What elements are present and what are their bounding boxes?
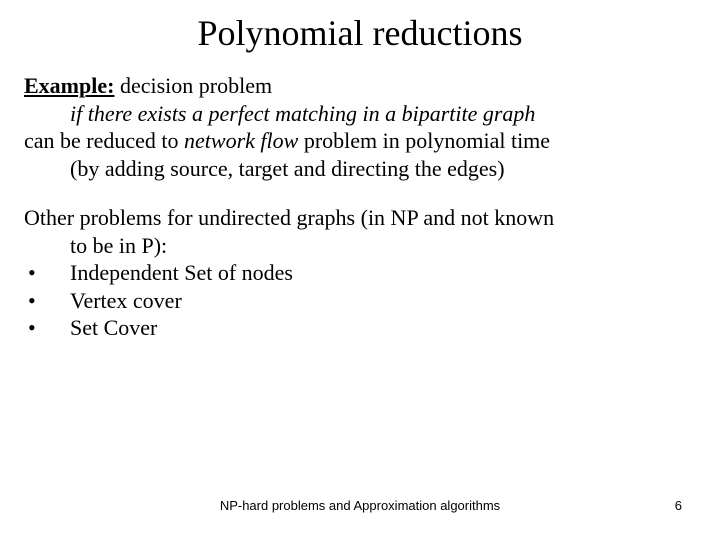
- bullet-icon: •: [24, 259, 70, 287]
- list-item: • Vertex cover: [24, 287, 696, 315]
- list-item-label: Independent Set of nodes: [70, 259, 696, 287]
- paragraph-example: Example: decision problem: [24, 72, 696, 100]
- line3-post: problem in polynomial time: [298, 128, 550, 153]
- paragraph-2-line-1: Other problems for undirected graphs (in…: [24, 204, 696, 232]
- slide-title: Polynomial reductions: [0, 12, 720, 54]
- slide: Polynomial reductions Example: decision …: [0, 0, 720, 540]
- example-rest: decision problem: [114, 73, 272, 98]
- line-3: can be reduced to network flow problem i…: [24, 127, 696, 155]
- example-label: Example:: [24, 73, 114, 98]
- slide-footer: NP-hard problems and Approximation algor…: [0, 498, 720, 518]
- line3-pre: can be reduced to: [24, 128, 184, 153]
- list-item: • Independent Set of nodes: [24, 259, 696, 287]
- line-2: if there exists a perfect matching in a …: [24, 100, 696, 128]
- line-4: (by adding source, target and directing …: [24, 155, 696, 183]
- list-item: • Set Cover: [24, 314, 696, 342]
- list-item-label: Set Cover: [70, 314, 696, 342]
- paragraph-2-line-2: to be in P):: [24, 232, 696, 260]
- list-item-label: Vertex cover: [70, 287, 696, 315]
- bullet-icon: •: [24, 314, 70, 342]
- line3-em: network flow: [184, 128, 298, 153]
- line2-em: perfect matching: [209, 101, 357, 126]
- line2-pre: if there exists a: [70, 101, 209, 126]
- spacer-1: [24, 182, 696, 204]
- slide-body: Example: decision problem if there exist…: [24, 72, 696, 342]
- footer-title: NP-hard problems and Approximation algor…: [0, 498, 720, 513]
- footer-page-number: 6: [675, 498, 682, 513]
- line2-post: in a bipartite graph: [357, 101, 535, 126]
- bullet-icon: •: [24, 287, 70, 315]
